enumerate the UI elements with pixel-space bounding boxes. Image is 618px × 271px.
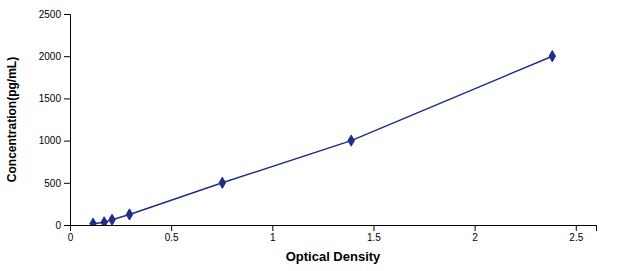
data-point — [348, 135, 354, 146]
tick-label: 2.5 — [569, 232, 583, 243]
tick: 2 — [472, 225, 478, 243]
tick: 1 — [270, 225, 276, 243]
tick-mark — [64, 56, 70, 57]
data-point — [109, 214, 115, 225]
axis-line — [71, 226, 597, 232]
x-axis-title: Optical Density — [286, 249, 381, 264]
tick: 1000 — [39, 135, 70, 146]
tick: 2000 — [39, 51, 70, 62]
tick-label: 1.5 — [367, 232, 381, 243]
tick-mark — [171, 225, 172, 231]
tick-label: 2500 — [39, 9, 62, 20]
tick-mark — [64, 98, 70, 99]
axis-line — [64, 15, 71, 226]
tick: 1.5 — [367, 225, 381, 243]
tick-label: 0.5 — [165, 232, 179, 243]
tick-mark — [64, 141, 70, 142]
tick: 2500 — [39, 9, 70, 20]
tick-label: 2000 — [39, 51, 62, 62]
tick-mark — [272, 225, 273, 231]
tick-mark — [64, 183, 70, 184]
data-point — [90, 218, 96, 225]
tick-label: 1 — [270, 232, 276, 243]
tick: 500 — [44, 178, 70, 189]
data-line — [93, 56, 552, 223]
tick-label: 500 — [44, 178, 61, 189]
tick-label: 0 — [55, 220, 61, 231]
data-point — [549, 51, 555, 62]
data-point — [219, 177, 225, 188]
tick: 0 — [55, 220, 70, 231]
tick-label: 1500 — [39, 93, 62, 104]
tick-mark — [576, 225, 577, 231]
tick: 0 — [68, 225, 74, 243]
data-point — [126, 209, 132, 220]
y-axis-title: Concentration(pg/mL) — [5, 57, 19, 182]
tick: 2.5 — [569, 225, 583, 243]
chart-container: 0 0.5 1 1.5 2 2.5 0 500 1000 1500 2000 2500 Optical … — [0, 0, 618, 271]
plot-area — [90, 51, 556, 225]
tick: 1500 — [39, 93, 70, 104]
tick-mark — [475, 225, 476, 231]
y-axis: 0 500 1000 1500 2000 2500 — [39, 9, 71, 231]
chart-svg: 0 0.5 1 1.5 2 2.5 0 500 1000 1500 2000 2500 Optical … — [0, 0, 618, 271]
tick-label: 1000 — [39, 135, 62, 146]
x-axis: 0 0.5 1 1.5 2 2.5 — [68, 225, 597, 243]
tick-label: 0 — [68, 232, 74, 243]
tick-label: 2 — [472, 232, 478, 243]
tick-mark — [373, 225, 374, 231]
tick-mark — [64, 14, 70, 15]
tick: 0.5 — [165, 225, 179, 243]
data-point — [101, 217, 107, 225]
tick-mark — [64, 225, 70, 226]
